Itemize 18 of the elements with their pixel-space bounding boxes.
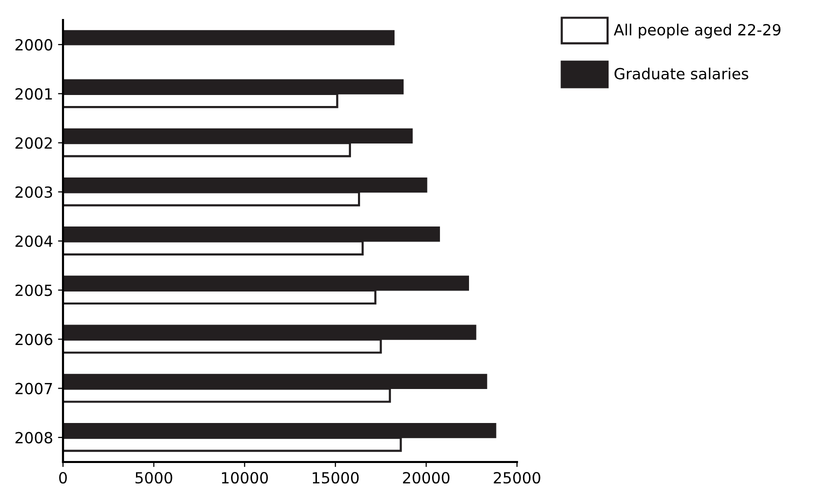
y-tick-label: 2003 bbox=[16, 186, 52, 198]
x-tick-label: 25000 bbox=[494, 472, 540, 484]
y-tick-label: 2001 bbox=[16, 88, 52, 100]
y-tick-label: 2006 bbox=[16, 334, 52, 346]
y-tick-label: 2000 bbox=[16, 39, 52, 51]
x-tick-label: 15000 bbox=[312, 472, 359, 484]
y-tick-label: 2002 bbox=[16, 137, 52, 149]
y-tick-label: 2007 bbox=[16, 382, 52, 394]
legend-label: Graduate salaries bbox=[614, 68, 748, 80]
y-tick-label: 2008 bbox=[16, 432, 52, 444]
bar bbox=[63, 30, 395, 46]
x-tick-label: 0 bbox=[59, 472, 67, 484]
y-tick-label: 2004 bbox=[16, 235, 52, 248]
legend-label: All people aged 22-29 bbox=[614, 24, 780, 38]
y-tick-label: 2005 bbox=[16, 284, 52, 296]
x-tick-label: 10000 bbox=[222, 472, 268, 484]
x-tick-label: 5000 bbox=[136, 472, 172, 484]
x-tick-label: 20000 bbox=[403, 472, 450, 484]
